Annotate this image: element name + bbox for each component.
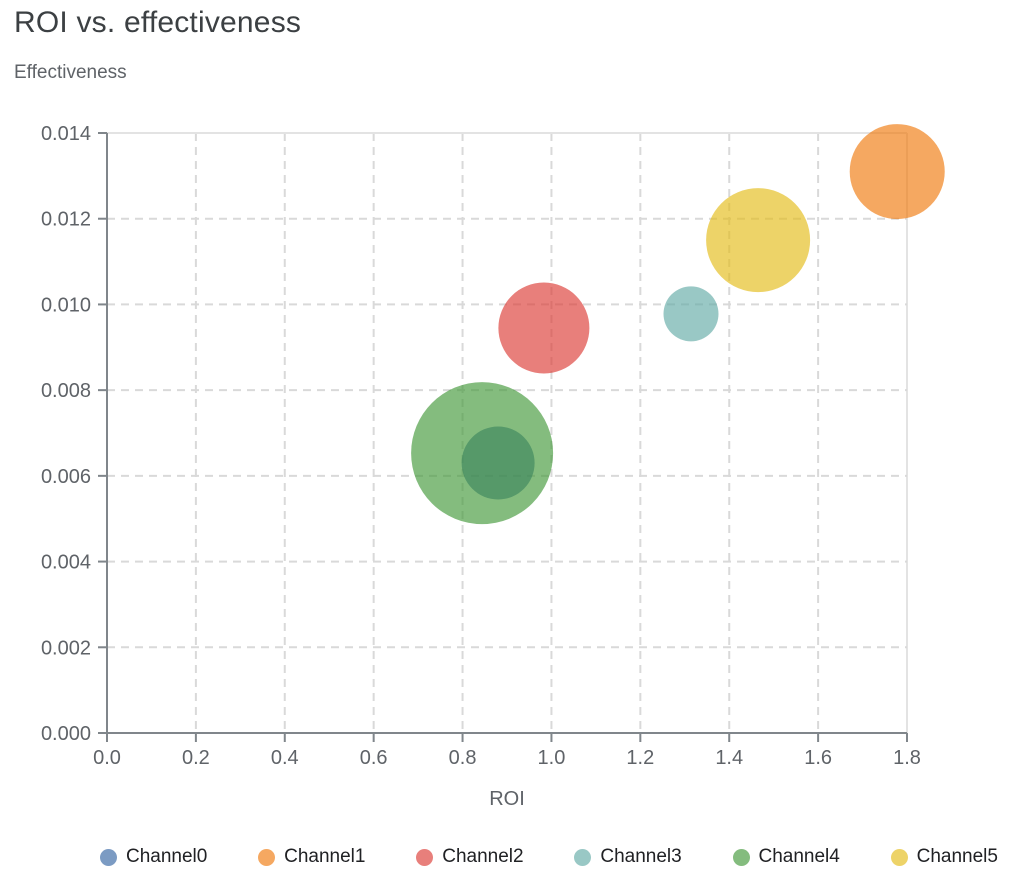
legend-item-channel3[interactable]: Channel3 (574, 846, 682, 868)
y-tick-label: 0.010 (41, 294, 91, 316)
y-tick-label: 0.004 (41, 552, 91, 574)
x-tick-label: 1.6 (804, 747, 832, 769)
y-axis-title: Effectiveness (14, 62, 127, 83)
x-tick-label: 0.2 (182, 747, 210, 769)
y-tick-label: 0.014 (41, 123, 91, 145)
legend-item-label: Channel3 (600, 846, 682, 867)
legend-color-dot-icon (890, 848, 908, 866)
x-tick-label: 0.0 (93, 747, 121, 769)
bubble-channel5[interactable] (706, 188, 811, 293)
x-tick-label: 0.8 (449, 747, 477, 769)
x-tick-label: 0.4 (271, 747, 299, 769)
bubble-channel1[interactable] (849, 124, 945, 220)
legend-item-label: Channel5 (916, 846, 998, 867)
legend-item-channel2[interactable]: Channel2 (416, 846, 524, 868)
legend: Channel0 Channel1 Channel2 Channel3 Chan… (100, 842, 998, 872)
legend-color-dot-icon (258, 848, 276, 866)
legend-item-label: Channel0 (126, 846, 208, 867)
legend-item-label: Channel1 (284, 846, 366, 867)
y-tick-label: 0.000 (41, 723, 91, 745)
y-tick-label: 0.002 (41, 637, 91, 659)
legend-color-dot-icon (100, 848, 117, 866)
legend-item-channel4[interactable]: Channel4 (732, 846, 840, 868)
legend-color-dot-icon (732, 848, 750, 866)
x-tick-label: 0.6 (360, 747, 388, 769)
chart-title: ROI vs. effectiveness (14, 6, 302, 39)
x-tick-label: 1.2 (626, 747, 654, 769)
bubble-channel3[interactable] (663, 286, 719, 342)
legend-item-label: Channel2 (442, 846, 524, 867)
legend-item-channel1[interactable]: Channel1 (258, 846, 365, 868)
x-tick-label: 1.0 (538, 747, 566, 769)
x-tick-label: 1.8 (893, 747, 921, 769)
y-tick-label: 0.008 (41, 380, 91, 402)
legend-color-dot-icon (574, 848, 592, 866)
legend-item-channel5[interactable]: Channel5 (890, 846, 998, 868)
x-axis-title: ROI (489, 788, 525, 810)
legend-item-label: Channel4 (758, 846, 840, 867)
bubble-channel2[interactable] (498, 282, 590, 374)
y-tick-label: 0.012 (41, 209, 91, 231)
bubble-channel4[interactable] (411, 382, 554, 525)
y-tick-label: 0.006 (41, 466, 91, 488)
x-tick-label: 1.4 (715, 747, 743, 769)
legend-item-channel0[interactable]: Channel0 (100, 846, 207, 868)
legend-color-dot-icon (416, 848, 434, 866)
bubble-chart-plot-area: 0.0 0.2 0.4 0.6 0.8 1.0 1.2 1.4 1.6 1.8 0.000 0.002… (41, 123, 945, 810)
